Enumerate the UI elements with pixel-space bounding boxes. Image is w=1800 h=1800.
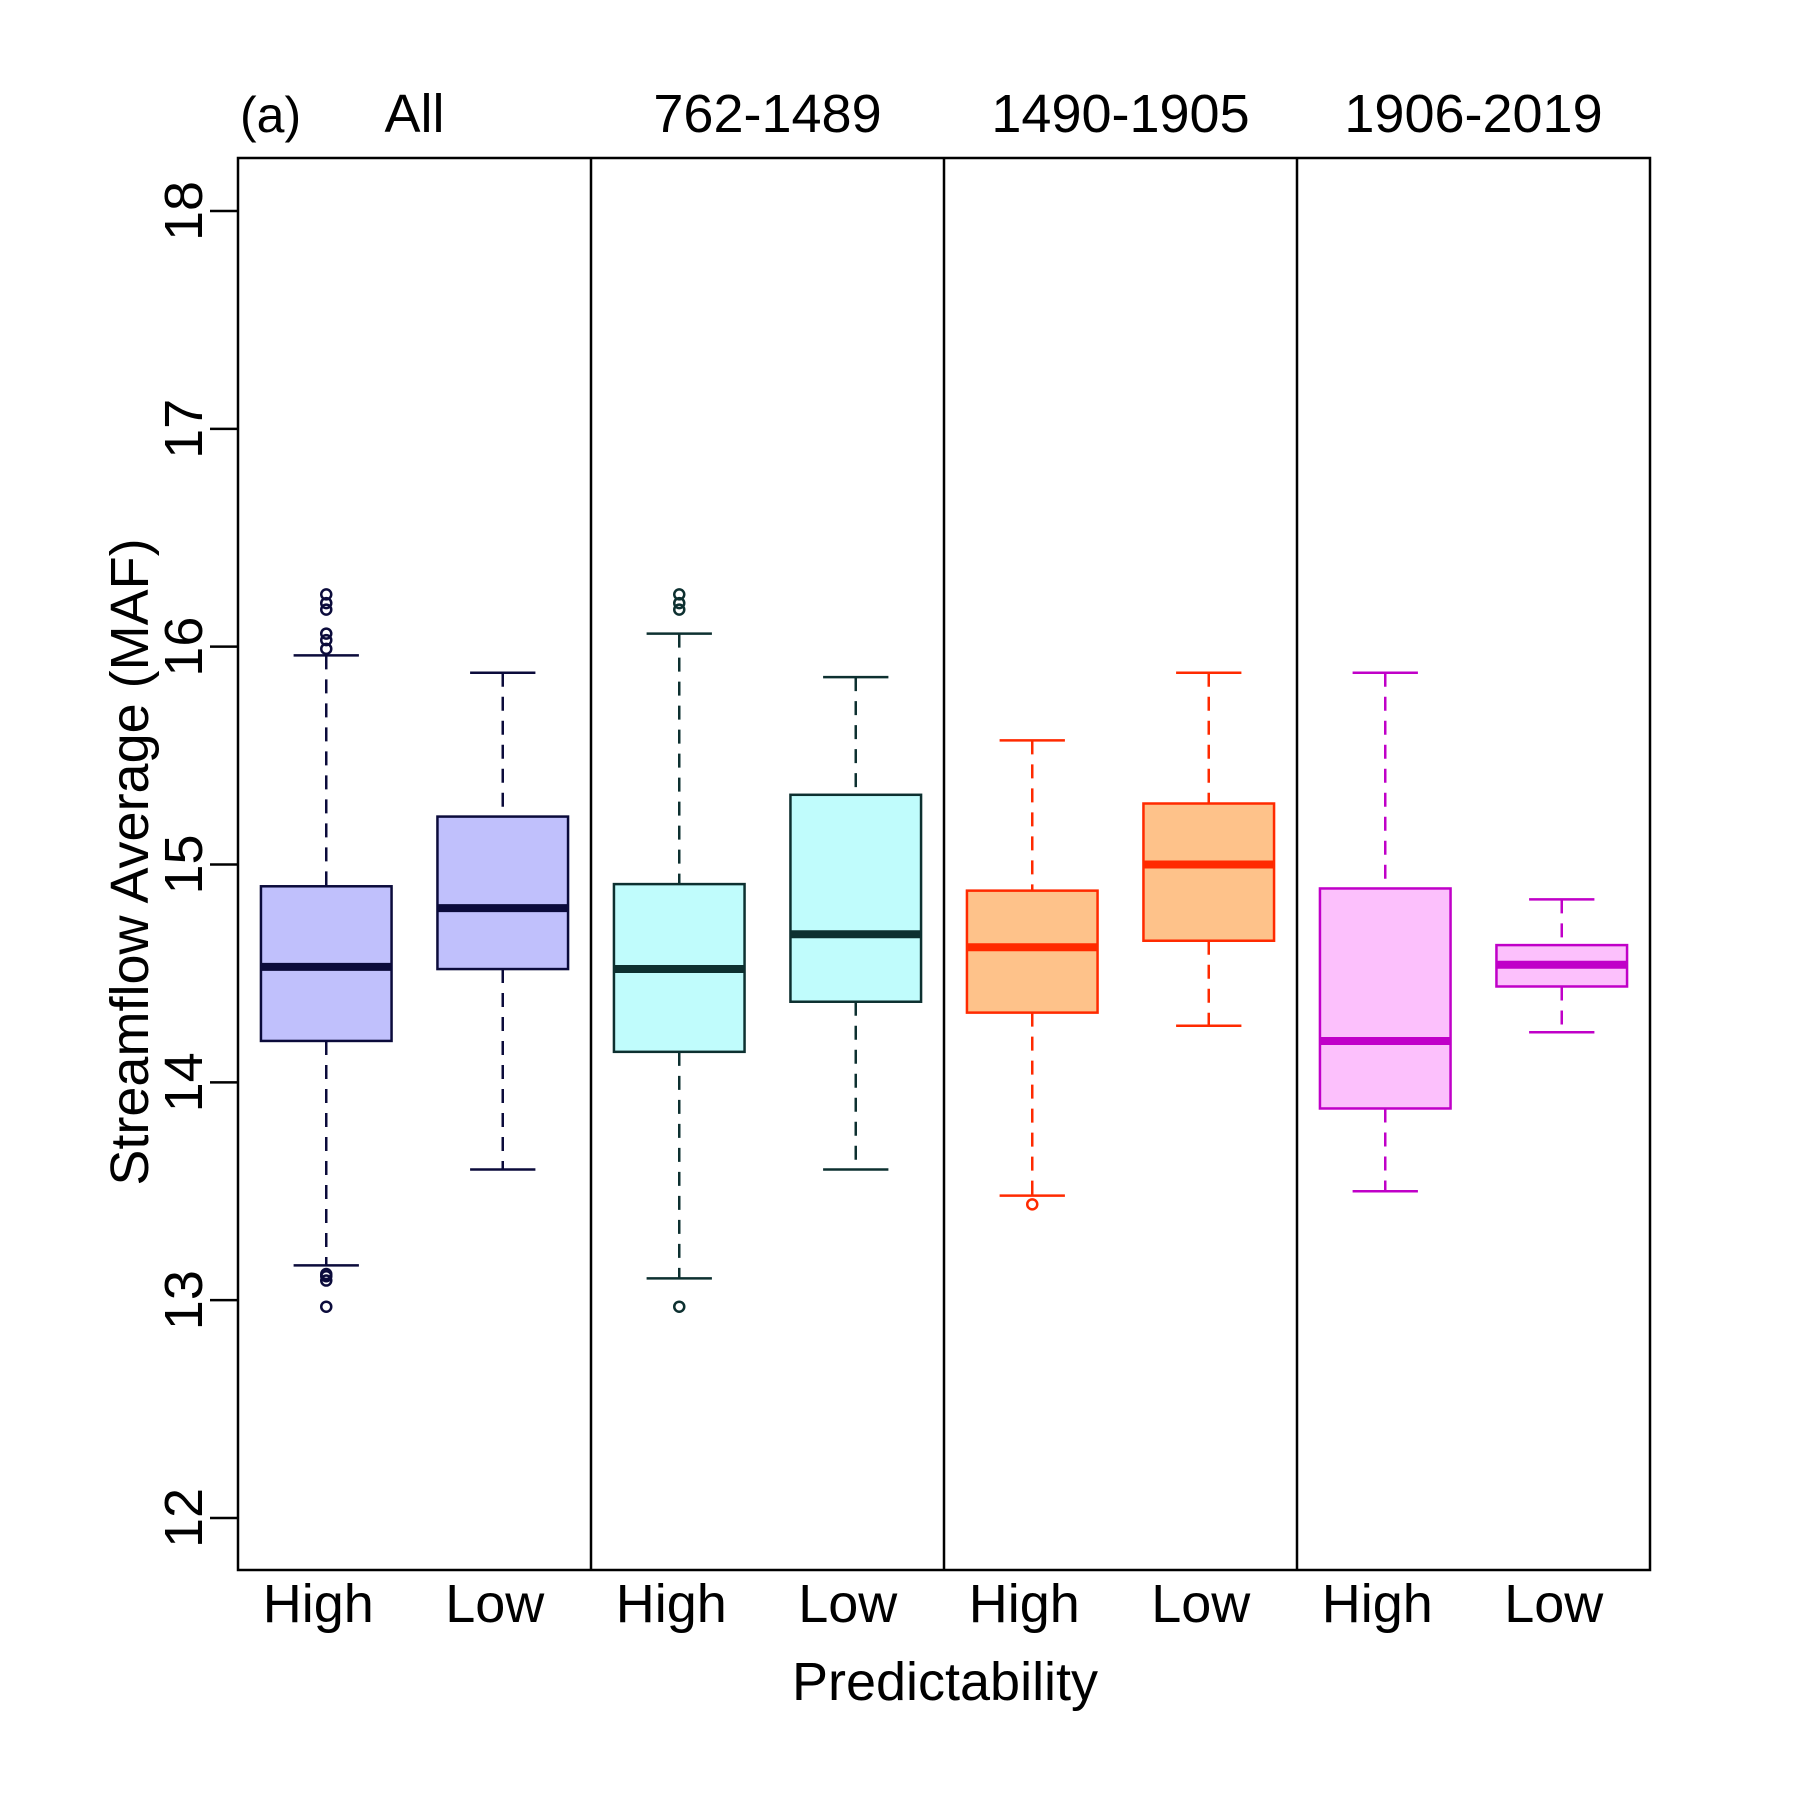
y-tick-label: 16: [154, 617, 214, 677]
panel-title: 1490-1905: [991, 84, 1249, 144]
outlier-point: [320, 588, 333, 601]
outlier-point: [320, 596, 333, 610]
panel-1: 762-1489 High Low: [589, 84, 923, 1634]
outlier-point: [320, 1274, 333, 1287]
y-tick-label: 15: [154, 834, 214, 894]
iqr-box: [436, 815, 570, 971]
outlier-point: [673, 1300, 686, 1313]
outlier-point: [1026, 1198, 1039, 1211]
x-tick-label: Low: [1504, 1574, 1604, 1634]
outlier-point: [320, 642, 333, 656]
y-axis: 12 13 14 15 16 17 18: [154, 181, 238, 1548]
box-low: [1495, 898, 1629, 1034]
panel-0: All High Low: [259, 84, 570, 1634]
outlier-point: [320, 1300, 333, 1313]
y-tick-label: 14: [154, 1052, 214, 1112]
x-tick-label: Low: [1151, 1574, 1251, 1634]
box-high: [259, 588, 393, 1313]
x-tick-label: Low: [798, 1574, 898, 1634]
outlier-point: [320, 627, 333, 640]
box-high: [965, 739, 1099, 1211]
iqr-box: [789, 793, 923, 1003]
outlier-point: [320, 603, 333, 616]
y-tick-label: 18: [154, 181, 214, 241]
x-tick-label: High: [1322, 1574, 1433, 1634]
outlier-point: [673, 588, 686, 601]
box-low: [1142, 671, 1276, 1027]
iqr-box: [1318, 887, 1452, 1110]
panel-label: (a): [240, 87, 301, 143]
outlier-point: [673, 596, 686, 610]
y-axis-label: Streamflow Average (MAF): [100, 538, 160, 1185]
panel-3: 1906-2019 High Low: [1295, 84, 1629, 1634]
outlier-point: [320, 633, 333, 647]
outlier-point: [320, 1267, 333, 1281]
y-tick-label: 17: [154, 399, 214, 459]
box-high: [1318, 671, 1452, 1193]
panels: All High Low 762-1489 High Low 1490-1905 High Lo…: [236, 84, 1652, 1634]
panel-2: 1490-1905 High Low: [942, 84, 1276, 1634]
box-high: [612, 588, 746, 1313]
y-tick-label: 13: [154, 1270, 214, 1330]
x-tick-label: High: [263, 1574, 374, 1634]
x-axis-label: Predictability: [792, 1652, 1098, 1712]
x-tick-label: High: [616, 1574, 727, 1634]
box-low: [789, 675, 923, 1171]
x-tick-label: High: [969, 1574, 1080, 1634]
iqr-box: [965, 889, 1099, 1014]
box-low: [436, 671, 570, 1171]
y-tick-label: 12: [154, 1488, 214, 1548]
x-tick-label: Low: [445, 1574, 545, 1634]
panel-title: 762-1489: [653, 84, 881, 144]
panel-title: All: [384, 84, 444, 144]
outlier-point: [673, 603, 686, 616]
panel-title: 1906-2019: [1344, 84, 1602, 144]
iqr-box: [1142, 802, 1276, 942]
